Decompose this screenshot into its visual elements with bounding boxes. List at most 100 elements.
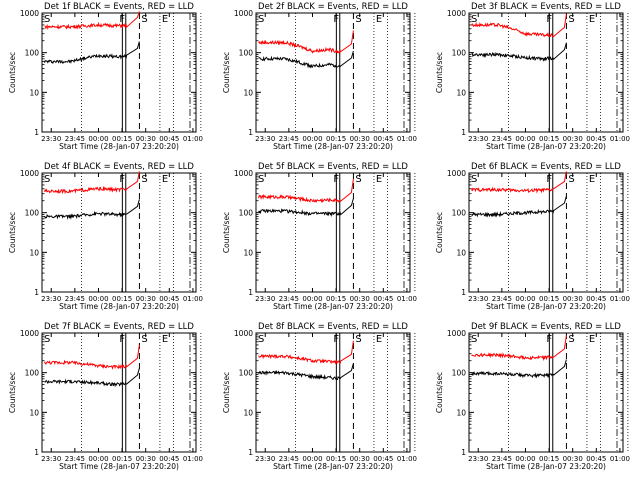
start-marker-label: S [471, 14, 477, 25]
end-marker-label: E [376, 174, 382, 185]
sun-marker-label: S [141, 14, 147, 25]
x-tick-label: 23:45 [279, 135, 299, 143]
x-tick-label: 00:30 [136, 295, 156, 303]
x-tick-label: 23:30 [255, 135, 275, 143]
sun-marker-label: S [355, 334, 361, 345]
x-tick-label: 00:45 [586, 295, 606, 303]
sun-marker-label: S [568, 14, 574, 25]
plot-frame [255, 172, 411, 293]
x-tick-label: 00:15 [539, 135, 559, 143]
x-tick-label: 00:15 [326, 295, 346, 303]
x-axis-label: Start Time (28-Jan-07 23:20:20) [486, 142, 606, 151]
y-tick-label: 1 [34, 128, 39, 137]
panel-title: Det 6f BLACK = Events, RED = LLD [471, 162, 621, 172]
y-tick-label: 10 [29, 88, 39, 97]
plot-frame [468, 332, 624, 453]
y-tick-label: 10 [243, 88, 253, 97]
x-tick-label: 23:45 [492, 135, 512, 143]
x-axis-label: Start Time (28-Jan-07 23:20:20) [486, 462, 606, 471]
y-tick-label: 1000 [447, 329, 466, 338]
detector-panel: Det 5f BLACK = Events, RED = LLD 1 10 100 10… [222, 162, 417, 311]
x-tick-label: 00:00 [302, 135, 322, 143]
x-tick-label: 00:15 [326, 135, 346, 143]
lld-series-line [44, 11, 140, 31]
x-tick-label: 23:45 [65, 135, 85, 143]
sun-marker-label: S [141, 334, 147, 345]
start-marker-label: S [258, 174, 264, 185]
y-axis-label: Counts/sec [435, 52, 444, 93]
x-tick-label: 23:30 [255, 455, 275, 463]
y-tick-label: 100 [25, 209, 40, 218]
sun-marker-label: S [141, 174, 147, 185]
x-tick-label: 23:30 [468, 295, 488, 303]
x-tick-label: 00:00 [88, 135, 108, 143]
y-axis-label: Counts/sec [435, 372, 444, 413]
y-axis-label: Counts/sec [8, 52, 17, 93]
sun-marker-label: S [568, 334, 574, 345]
flare-marker-label: F [546, 174, 552, 185]
x-tick-label: 23:30 [468, 135, 488, 143]
end-marker-label: E [162, 14, 168, 25]
y-tick-label: 10 [29, 408, 39, 417]
x-tick-label: 23:45 [492, 295, 512, 303]
x-tick-label: 00:30 [350, 295, 370, 303]
end-marker-label: E [589, 14, 595, 25]
y-tick-label: 100 [452, 369, 467, 378]
events-series-line [44, 199, 140, 220]
x-tick-label: 01:00 [610, 135, 630, 143]
x-tick-label: 00:00 [515, 135, 535, 143]
y-tick-label: 10 [243, 248, 253, 257]
plot-frame [468, 12, 624, 133]
y-tick-label: 1 [461, 288, 466, 297]
x-tick-label: 01:00 [397, 455, 417, 463]
x-tick-label: 01:00 [397, 295, 417, 303]
end-marker-label: E [162, 334, 168, 345]
x-tick-label: 00:30 [563, 295, 583, 303]
x-tick-label: 01:00 [397, 135, 417, 143]
flare-marker-label: F [119, 334, 125, 345]
start-marker-label: S [471, 174, 477, 185]
x-tick-label: 00:15 [539, 295, 559, 303]
detector-panel: Det 1f BLACK = Events, RED = LLD 1 10 100 10… [8, 2, 203, 151]
lld-series-line [471, 171, 567, 194]
detector-panel: Det 9f BLACK = Events, RED = LLD 1 10 100 10… [435, 322, 630, 471]
panel-title: Det 4f BLACK = Events, RED = LLD [44, 162, 194, 172]
events-series-line [258, 198, 354, 217]
panel-title: Det 5f BLACK = Events, RED = LLD [258, 162, 408, 172]
flare-marker-label: F [119, 174, 125, 185]
x-tick-label: 01:00 [183, 135, 203, 143]
x-tick-label: 23:30 [468, 455, 488, 463]
y-tick-label: 1000 [234, 169, 253, 178]
lld-series-line [258, 178, 354, 203]
sun-marker-label: S [355, 14, 361, 25]
x-tick-label: 23:30 [41, 135, 61, 143]
start-marker-label: S [258, 334, 264, 345]
y-tick-label: 10 [243, 408, 253, 417]
y-tick-label: 1 [461, 448, 466, 457]
plot-frame [41, 332, 197, 453]
y-tick-label: 1 [34, 448, 39, 457]
x-axis-label: Start Time (28-Jan-07 23:20:20) [273, 142, 393, 151]
y-tick-label: 100 [239, 209, 254, 218]
plot-frame [255, 12, 411, 133]
y-tick-label: 100 [452, 209, 467, 218]
x-tick-label: 00:00 [302, 455, 322, 463]
events-series-line [471, 359, 567, 379]
x-axis-label: Start Time (28-Jan-07 23:20:20) [273, 302, 393, 311]
detector-panel: Det 2f BLACK = Events, RED = LLD 1 10 100 10… [222, 2, 417, 151]
y-tick-label: 100 [25, 49, 40, 58]
x-tick-label: 00:45 [159, 455, 179, 463]
plot-frame [255, 332, 411, 453]
y-tick-label: 100 [239, 369, 254, 378]
sun-marker-label: S [568, 174, 574, 185]
panel-title: Det 8f BLACK = Events, RED = LLD [258, 322, 408, 332]
end-marker-label: E [162, 174, 168, 185]
flare-marker-label: F [119, 14, 125, 25]
start-marker-label: S [44, 334, 50, 345]
y-tick-label: 1 [248, 288, 253, 297]
y-tick-label: 1000 [447, 9, 466, 18]
detector-panel: Det 4f BLACK = Events, RED = LLD 1 10 100 10… [8, 162, 203, 311]
plot-frame [41, 172, 197, 293]
panel-title: Det 1f BLACK = Events, RED = LLD [44, 2, 194, 12]
